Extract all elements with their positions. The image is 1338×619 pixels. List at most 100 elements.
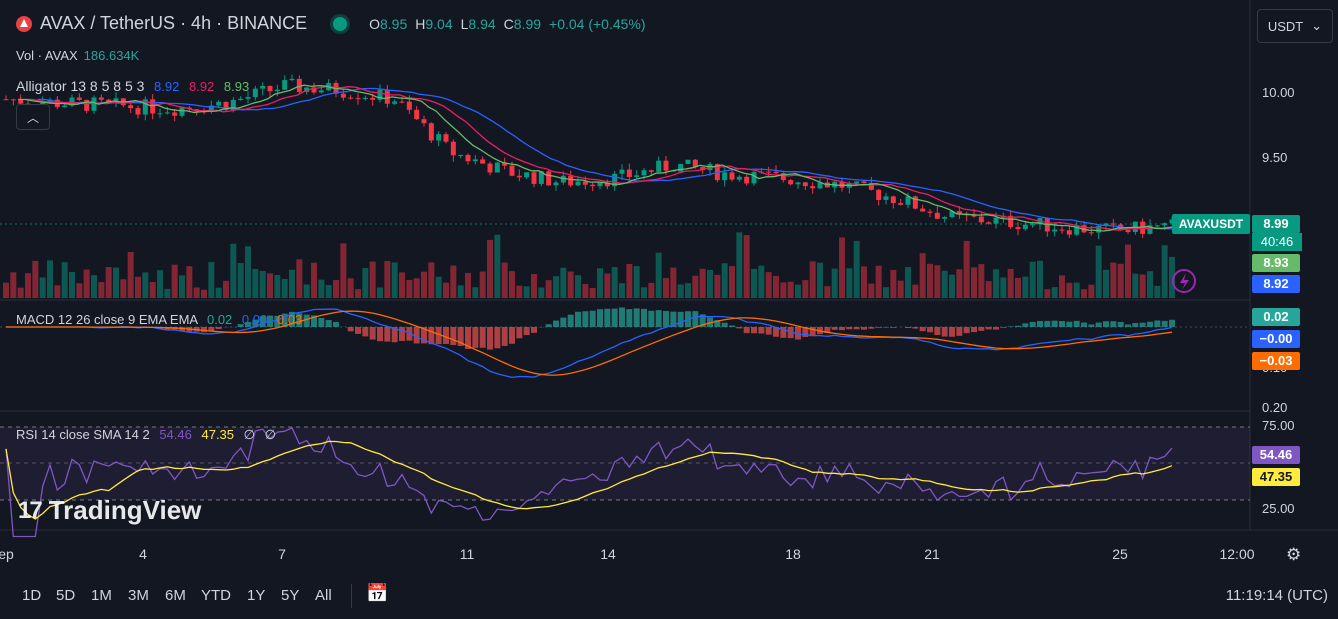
volume-bar <box>428 262 435 298</box>
macd-line <box>6 308 1173 379</box>
change-value: +0.04 (+0.45%) <box>549 15 646 32</box>
chart-canvas[interactable] <box>0 0 1338 570</box>
settings-icon[interactable]: ⚙ <box>1286 545 1302 564</box>
range-ytd-button[interactable]: YTD <box>201 587 231 604</box>
macd-hist-bar <box>1073 320 1080 327</box>
volume-bar <box>406 279 413 298</box>
candle-body <box>736 176 742 180</box>
macd-hist-bar <box>655 310 662 327</box>
candle-body <box>142 99 148 115</box>
macd-hist-bar <box>670 311 677 327</box>
macd-hist-bar <box>611 308 618 327</box>
volume-bar <box>186 266 193 298</box>
collapse-legend-button[interactable]: ︿ <box>16 104 50 130</box>
symbol-title[interactable]: AVAX / TetherUS · 4h · BINANCE <box>40 13 308 33</box>
candle-body <box>362 97 368 100</box>
volume-bar <box>787 281 794 298</box>
volume-legend[interactable]: Vol · AVAX 186.634K <box>16 48 140 63</box>
macd-hist-bar <box>355 327 361 334</box>
macd-hist-bar <box>1095 322 1102 327</box>
range-3m-button[interactable]: 3M <box>128 587 149 604</box>
volume-bar <box>853 240 860 298</box>
date-range-icon[interactable]: 📅 <box>366 583 389 603</box>
volume-bar <box>245 246 251 298</box>
candle-body <box>612 173 618 187</box>
candle-body <box>648 170 654 172</box>
macd-hist-bar <box>582 311 589 327</box>
macd-hist-bar <box>1169 319 1175 327</box>
volume-bar <box>32 260 39 298</box>
candle-body <box>883 196 889 200</box>
rsi-sma-line <box>5 440 1173 520</box>
candle-body <box>744 176 750 184</box>
macd-hist-bar <box>347 327 354 332</box>
volume-bar <box>993 269 999 298</box>
candle-body <box>1066 230 1072 235</box>
macd-hist-bar <box>971 327 977 333</box>
rsi-legend[interactable]: RSI 14 close SMA 14 2 54.46 47.35 ∅ ∅ <box>16 427 276 442</box>
range-1d-button[interactable]: 1D <box>22 587 42 604</box>
volume-bar <box>978 264 985 298</box>
volume-bar <box>553 276 559 298</box>
volume-bar <box>127 251 134 298</box>
macd-line-tag: −0.00 <box>1252 330 1300 348</box>
volume-bar <box>883 287 889 298</box>
candle-body <box>472 159 478 162</box>
rsi-axis-label: 75.00 <box>1262 418 1295 433</box>
currency-select[interactable]: USDT ⌄ <box>1257 9 1333 43</box>
range-1m-button[interactable]: 1M <box>91 587 112 604</box>
candle-body <box>443 134 449 142</box>
alligator-legend[interactable]: Alligator 13 8 5 8 5 3 8.92 8.92 8.93 <box>16 78 250 94</box>
volume-bar <box>25 273 31 298</box>
volume-bar <box>875 265 882 298</box>
macd-hist-bar <box>531 327 537 333</box>
macd-hist-bar <box>391 327 398 343</box>
range-1y-button[interactable]: 1Y <box>247 587 266 604</box>
time-axis-label: 12:00 <box>1219 546 1255 562</box>
candle-body <box>487 163 493 173</box>
macd-hist-bar <box>369 327 376 340</box>
volume-bar <box>802 280 809 298</box>
volume-bar <box>927 263 933 298</box>
volume-bar <box>707 270 713 298</box>
volume-bar <box>164 288 171 298</box>
volume-bar <box>325 285 332 298</box>
volume-bar <box>479 271 486 298</box>
macd-hist-bar <box>311 315 317 327</box>
candle-body <box>1147 225 1153 234</box>
candle-body <box>1154 225 1160 227</box>
macd-hist-bar <box>421 327 427 344</box>
macd-legend[interactable]: MACD 12 26 close 9 EMA EMA 0.02 0.00 0.0… <box>16 312 303 327</box>
candle-body <box>795 182 801 185</box>
macd-hist-bar <box>1117 321 1124 327</box>
range-5y-button[interactable]: 5Y <box>281 587 300 604</box>
volume-bar <box>1073 282 1080 298</box>
volume-bar <box>1088 284 1095 298</box>
candle-body <box>98 97 104 100</box>
volume-bar <box>47 260 53 298</box>
macd-hist-bar <box>215 327 222 330</box>
utc-clock[interactable]: 11:19:14 (UTC) <box>1225 587 1328 604</box>
volume-bar <box>1051 287 1058 298</box>
macd-hist-bar <box>1044 320 1051 327</box>
candle-body <box>700 167 706 171</box>
candle-body <box>260 85 266 89</box>
macd-hist-bar <box>509 327 515 344</box>
macd-hist-bar <box>259 316 266 327</box>
range-all-button[interactable]: All <box>315 587 332 604</box>
macd-hist-bar <box>406 327 413 341</box>
candle-body <box>69 97 75 106</box>
macd-hist-bar <box>1154 320 1161 327</box>
candle-body <box>480 159 486 164</box>
candle-body <box>318 90 324 93</box>
volume-bar <box>890 269 897 298</box>
range-6m-button[interactable]: 6M <box>165 587 186 604</box>
macd-hist-bar <box>905 327 911 329</box>
macd-hist-bar <box>985 327 992 330</box>
macd-hist-bar <box>890 327 897 328</box>
candle-body <box>502 162 508 166</box>
lightning-icon[interactable] <box>1172 269 1196 293</box>
candle-body <box>898 203 904 205</box>
macd-hist-tag: 0.02 <box>1252 308 1300 326</box>
range-5d-button[interactable]: 5D <box>56 587 76 604</box>
